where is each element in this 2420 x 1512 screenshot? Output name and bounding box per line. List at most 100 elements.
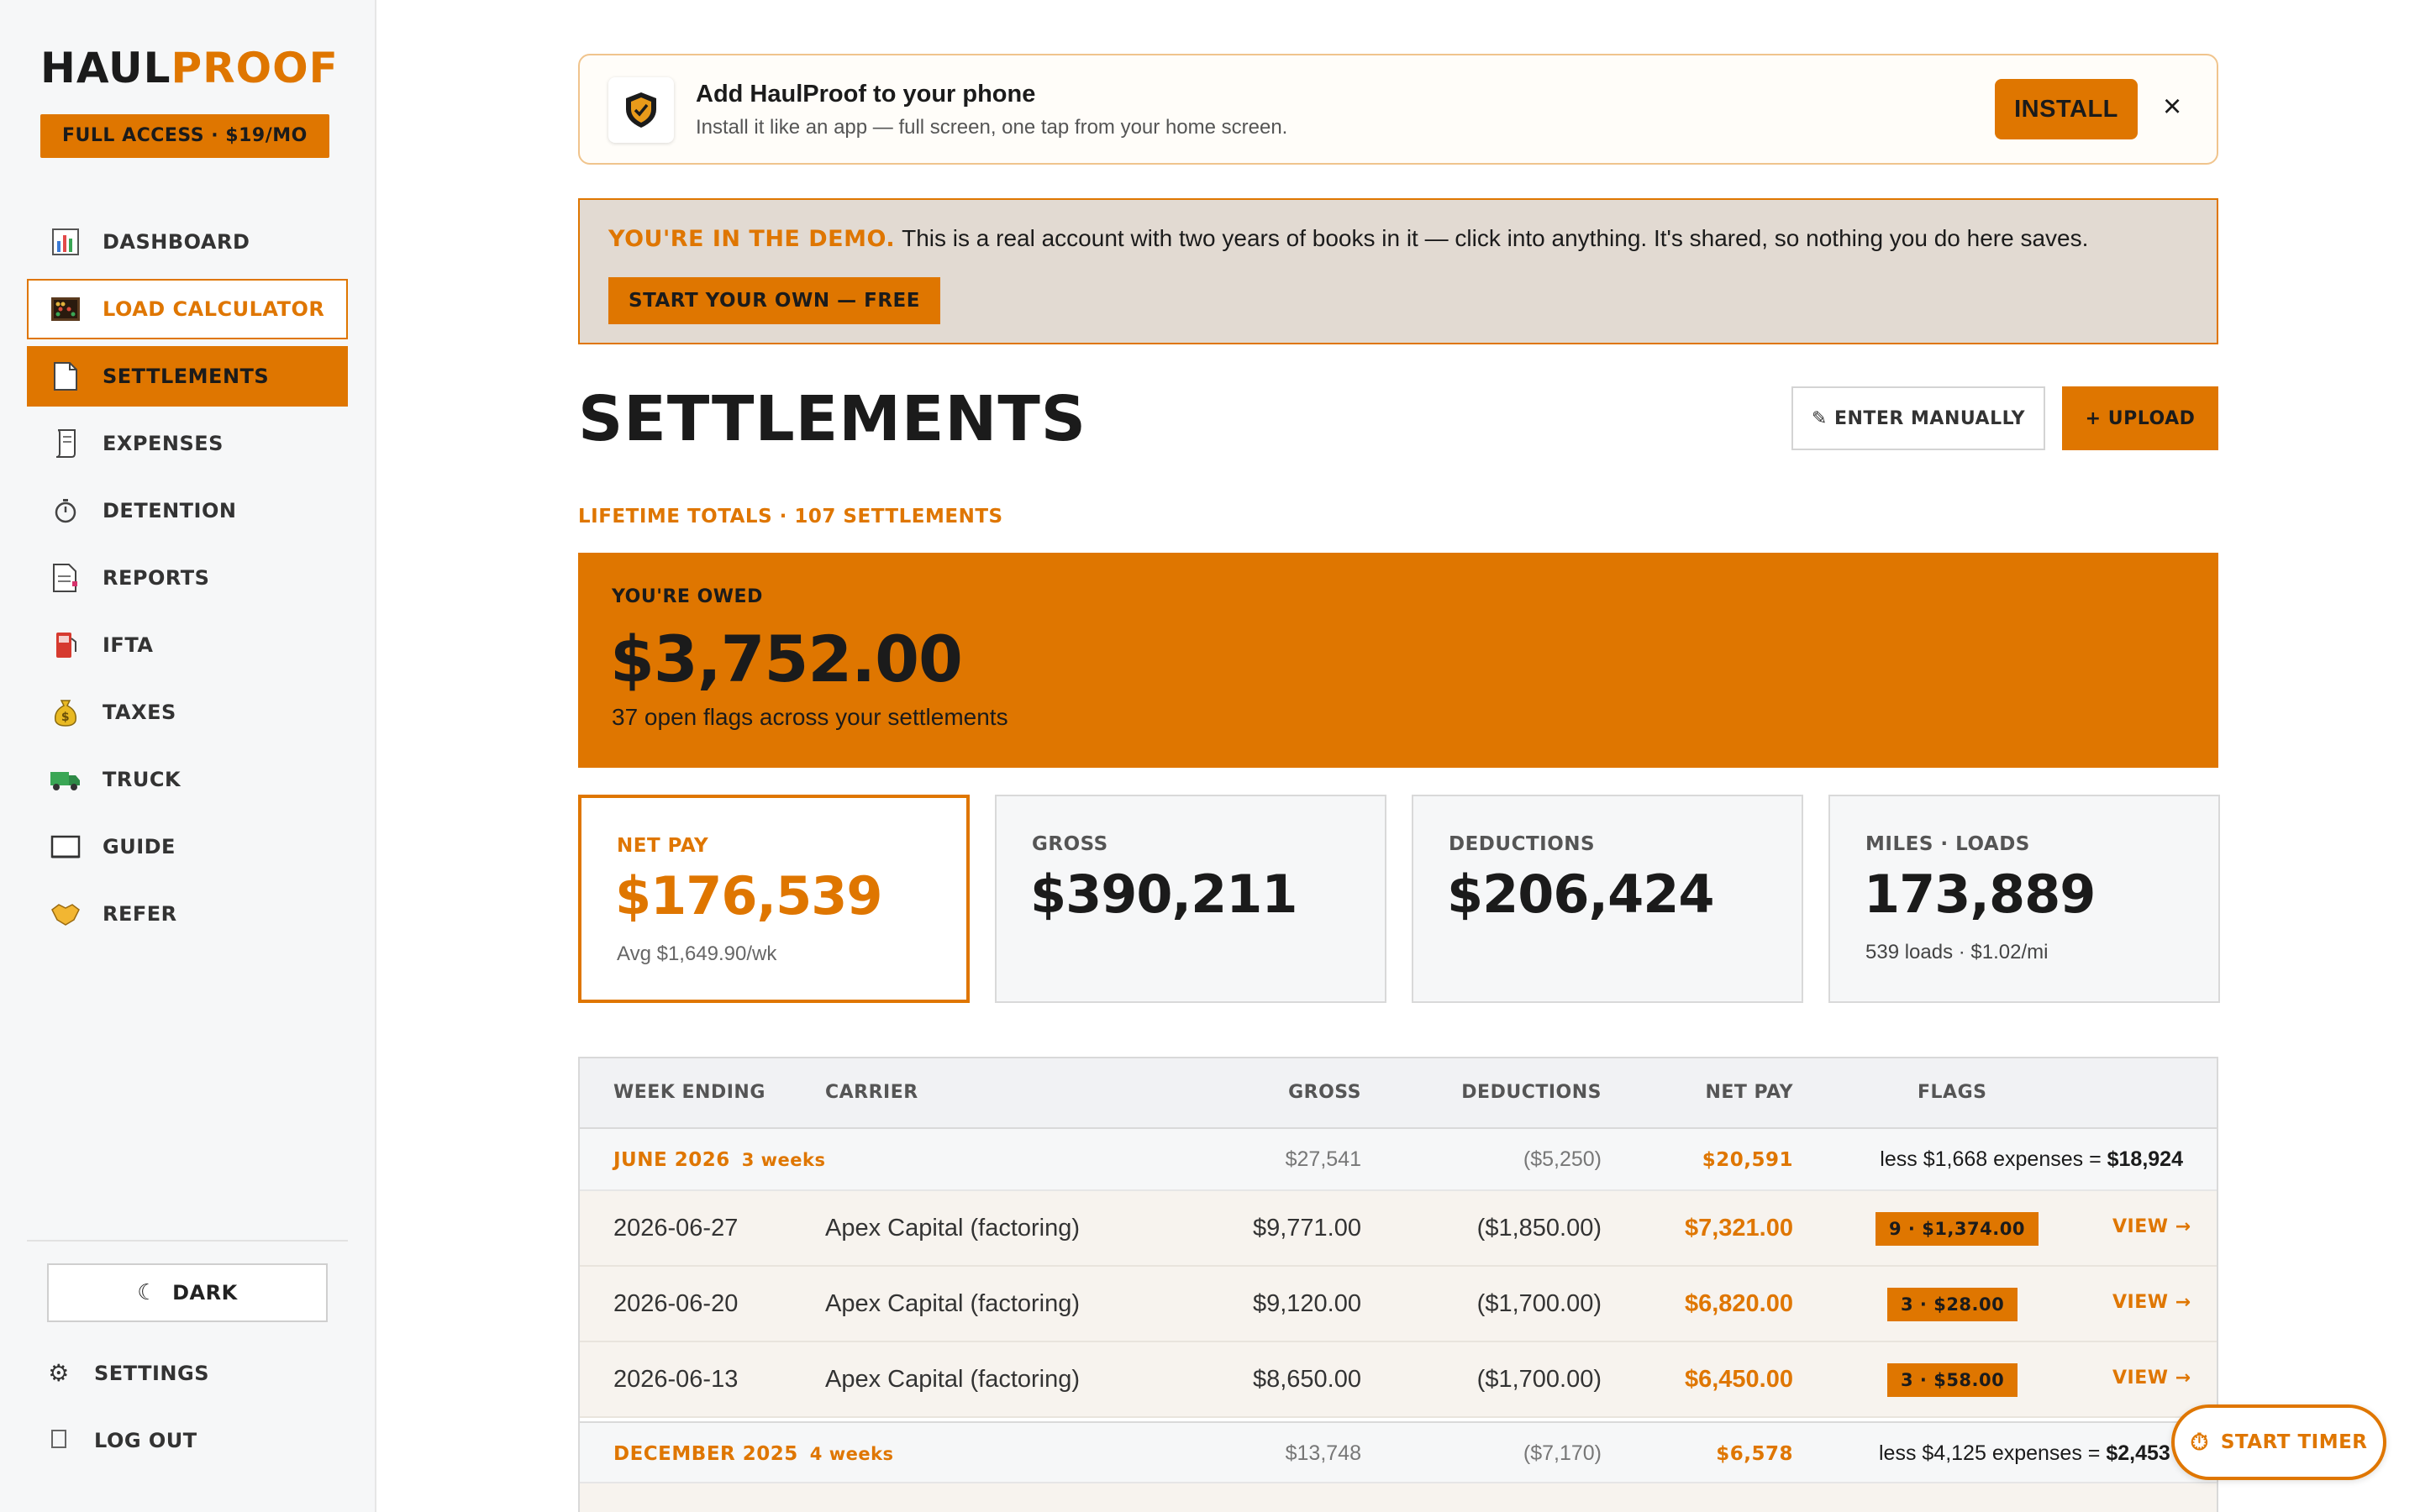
logo[interactable]: HAULPROOF	[40, 44, 339, 92]
receipt-icon	[49, 427, 82, 460]
group-gross: $27,541	[1285, 1147, 1361, 1171]
report-icon	[49, 561, 82, 595]
logo-proof: PROOF	[171, 44, 339, 92]
stat-label: MILES · LOADS	[1865, 833, 2030, 855]
group-expenses-total: $18,924	[2107, 1147, 2183, 1171]
start-your-own-button[interactable]: START YOUR OWN — FREE	[608, 277, 940, 324]
group-month: JUNE 2026	[613, 1149, 730, 1171]
logout-link[interactable]: LOG OUT	[47, 1426, 197, 1454]
stat-deductions[interactable]: DEDUCTIONS $206,424	[1412, 795, 1803, 1003]
table-row[interactable]: 2026-06-13 Apex Capital (factoring) $8,6…	[580, 1342, 2217, 1418]
sidebar-item-refer[interactable]: REFER	[27, 884, 348, 944]
settlements-table: WEEK ENDING CARRIER GROSS DEDUCTIONS NET…	[578, 1057, 2218, 1512]
install-subtitle: Install it like an app — full screen, on…	[696, 116, 1288, 139]
sidebar-item-truck[interactable]: TRUCK	[27, 749, 348, 810]
row-week: 2026-06-20	[613, 1290, 739, 1317]
settings-label: SETTINGS	[94, 1361, 209, 1385]
col-week-ending[interactable]: WEEK ENDING	[613, 1082, 765, 1103]
group-name: DECEMBER 2025 4 weeks	[613, 1443, 894, 1465]
sidebar: HAULPROOF FULL ACCESS · $19/MO DASHBOARD…	[0, 0, 376, 1512]
row-deductions: ($1,700.00)	[1476, 1366, 1602, 1393]
group-row[interactable]: DECEMBER 2025 4 weeks $13,748 ($7,170) $6…	[580, 1421, 2217, 1483]
table-row[interactable]: 2026-06-20 Apex Capital (factoring) $9,1…	[580, 1267, 2217, 1342]
sidebar-item-guide[interactable]: GUIDE	[27, 816, 348, 877]
table-row[interactable]	[580, 1483, 2217, 1512]
sidebar-item-label: TRUCK	[103, 768, 182, 791]
sidebar-item-detention[interactable]: DETENTION	[27, 480, 348, 541]
flag-badge[interactable]: 9 · $1,374.00	[1876, 1212, 2039, 1246]
shield-icon	[608, 77, 674, 143]
stat-miles-loads[interactable]: MILES · LOADS 173,889 539 loads · $1.02/…	[1828, 795, 2220, 1003]
row-week: 2026-06-27	[613, 1215, 739, 1242]
sidebar-item-label: EXPENSES	[103, 432, 224, 455]
sidebar-item-label: REFER	[103, 902, 177, 926]
view-link[interactable]: VIEW →	[2112, 1216, 2191, 1237]
dark-mode-toggle[interactable]: ☾ DARK	[47, 1263, 328, 1322]
book-icon	[49, 830, 82, 864]
stat-sub: Avg $1,649.90/wk	[617, 942, 777, 965]
col-flags[interactable]: FLAGS	[1918, 1082, 1987, 1103]
sidebar-item-taxes[interactable]: $ TAXES	[27, 682, 348, 743]
stopwatch-icon	[49, 494, 82, 528]
sidebar-item-load-calculator[interactable]: LOAD CALCULATOR	[27, 279, 348, 339]
upload-button[interactable]: + UPLOAD	[2062, 386, 2218, 450]
gear-icon: ⚙	[48, 1359, 70, 1387]
owed-label: YOU'RE OWED	[612, 586, 763, 607]
col-deductions[interactable]: DEDUCTIONS	[1461, 1082, 1602, 1103]
sidebar-item-reports[interactable]: REPORTS	[27, 548, 348, 608]
demo-text: This is a real account with two years of…	[902, 225, 2089, 251]
view-link[interactable]: VIEW →	[2112, 1292, 2191, 1313]
abacus-icon	[49, 292, 82, 326]
table-row[interactable]: 2026-06-27 Apex Capital (factoring) $9,7…	[580, 1191, 2217, 1267]
install-button[interactable]: INSTALL	[1995, 79, 2138, 139]
dark-mode-label: DARK	[172, 1281, 238, 1305]
group-expenses-text: less $1,668 expenses =	[1880, 1147, 2107, 1171]
group-net: $20,591	[1702, 1149, 1793, 1171]
stat-gross[interactable]: GROSS $390,211	[995, 795, 1386, 1003]
row-net-pay: $6,820.00	[1684, 1290, 1793, 1317]
group-row[interactable]: JUNE 2026 3 weeks $27,541 ($5,250) $20,59…	[580, 1129, 2217, 1191]
start-timer-button[interactable]: ⏱ START TIMER	[2171, 1404, 2386, 1480]
group-weeks: 3 weeks	[741, 1150, 826, 1170]
stat-net-pay[interactable]: NET PAY $176,539 Avg $1,649.90/wk	[578, 795, 970, 1003]
stat-label: DEDUCTIONS	[1449, 833, 1596, 855]
view-link[interactable]: VIEW →	[2112, 1368, 2191, 1389]
sidebar-item-settlements[interactable]: SETTLEMENTS	[27, 346, 348, 407]
demo-highlight: YOU'RE IN THE DEMO.	[608, 226, 896, 252]
sidebar-nav: DASHBOARD LOAD CALCULATOR SETTLEMENTS EX…	[27, 212, 348, 951]
owed-card: YOU'RE OWED $3,752.00 37 open flags acro…	[578, 553, 2218, 768]
logout-icon	[47, 1426, 71, 1454]
owed-amount: $3,752.00	[610, 622, 963, 696]
col-gross[interactable]: GROSS	[1288, 1082, 1361, 1103]
sidebar-item-expenses[interactable]: EXPENSES	[27, 413, 348, 474]
svg-text:$: $	[61, 711, 70, 724]
sidebar-item-dashboard[interactable]: DASHBOARD	[27, 212, 348, 272]
group-deductions: ($7,170)	[1523, 1441, 1602, 1465]
demo-banner: YOU'RE IN THE DEMO. This is a real accoun…	[578, 198, 2218, 344]
settings-link[interactable]: ⚙ SETTINGS	[47, 1359, 209, 1387]
close-icon[interactable]: ×	[2163, 89, 2182, 124]
demo-message: YOU'RE IN THE DEMO. This is a real accoun…	[608, 225, 2088, 252]
enter-manually-button[interactable]: ✎ ENTER MANUALLY	[1791, 386, 2045, 450]
col-net-pay[interactable]: NET PAY	[1705, 1082, 1793, 1103]
stat-sub: 539 loads · $1.02/mi	[1865, 941, 2049, 963]
group-net: $6,578	[1716, 1443, 1793, 1465]
col-carrier[interactable]: CARRIER	[825, 1082, 918, 1103]
row-net-pay: $7,321.00	[1684, 1215, 1793, 1242]
sidebar-item-label: IFTA	[103, 633, 154, 657]
row-carrier: Apex Capital (factoring)	[825, 1215, 1081, 1242]
stopwatch-icon: ⏱	[2190, 1428, 2209, 1456]
flag-badge[interactable]: 3 · $28.00	[1887, 1288, 2018, 1321]
table-header: WEEK ENDING CARRIER GROSS DEDUCTIONS NET…	[580, 1058, 2217, 1129]
page-title: SETTLEMENTS	[578, 383, 1087, 455]
group-month: DECEMBER 2025	[613, 1443, 798, 1465]
sidebar-divider	[27, 1240, 348, 1242]
access-badge[interactable]: FULL ACCESS · $19/MO	[40, 114, 329, 158]
row-carrier: Apex Capital (factoring)	[825, 1366, 1081, 1393]
money-bag-icon: $	[49, 696, 82, 729]
group-expenses-text: less $4,125 expenses =	[1879, 1441, 2107, 1465]
stat-label: GROSS	[1032, 833, 1108, 855]
row-deductions: ($1,850.00)	[1476, 1215, 1602, 1242]
flag-badge[interactable]: 3 · $58.00	[1887, 1363, 2018, 1397]
sidebar-item-ifta[interactable]: IFTA	[27, 615, 348, 675]
